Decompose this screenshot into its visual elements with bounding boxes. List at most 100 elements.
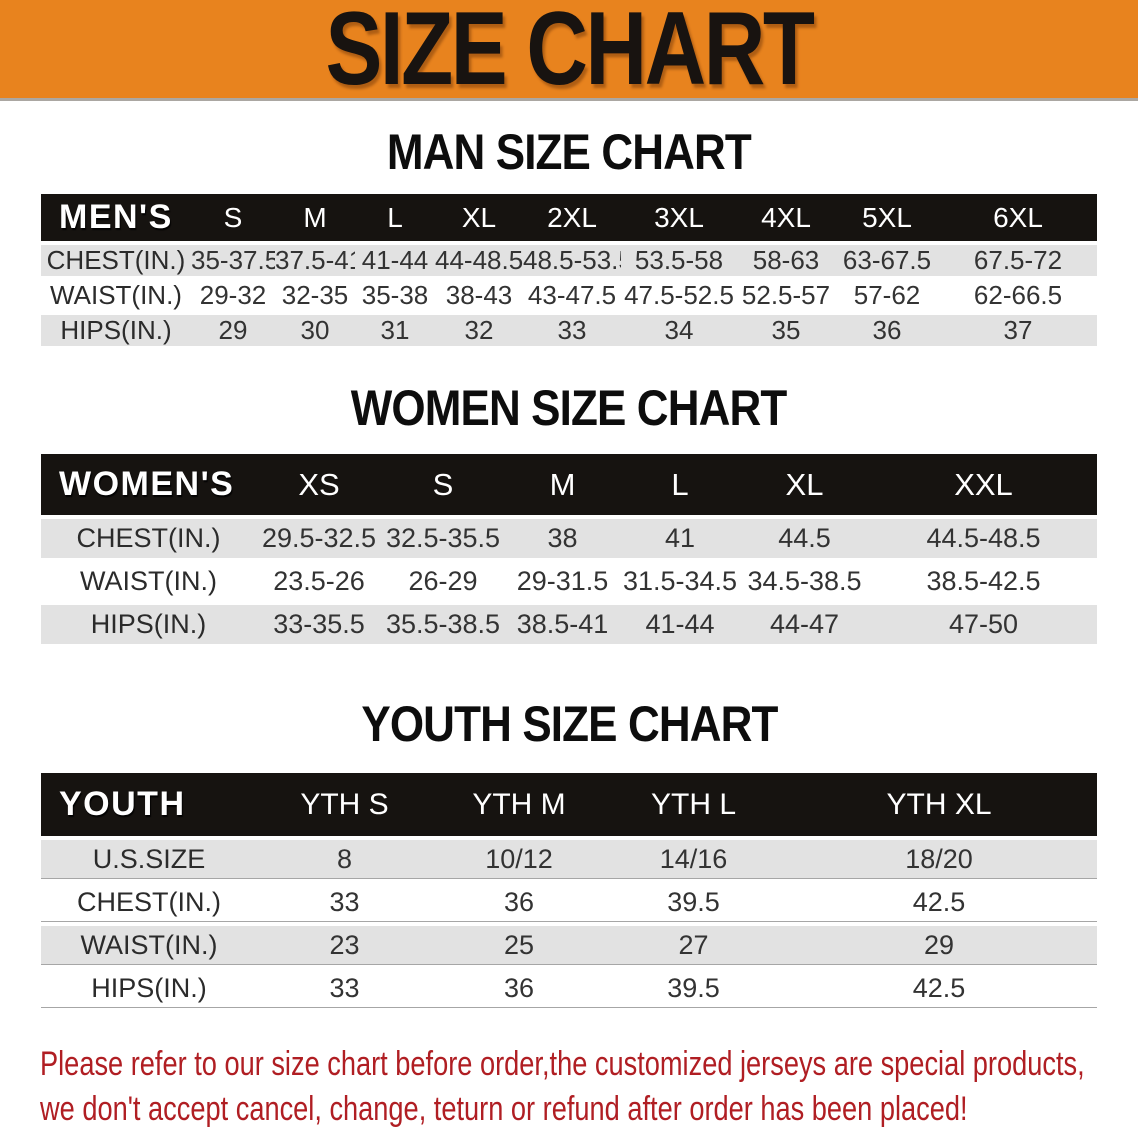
youth-size-table-container: YOUTH YTH S YTH M YTH L YTH XL U.S.SIZE 8 10/12… xyxy=(41,773,1097,1008)
women-size-value-cell: 35.5-38.5 xyxy=(382,601,504,644)
men-size-value-cell: 37.5-41 xyxy=(275,241,355,276)
men-size-column-header: 4XL xyxy=(737,194,835,241)
women-row-label: CHEST(IN.) xyxy=(41,515,256,558)
women-size-value-cell: 38.5-41 xyxy=(504,601,621,644)
women-size-value-cell: 41 xyxy=(621,515,739,558)
men-section-heading-text: MAN SIZE CHART xyxy=(386,124,752,180)
women-size-value-cell: 26-29 xyxy=(382,558,504,601)
women-size-column-header: L xyxy=(621,454,739,515)
men-size-value-cell: 33 xyxy=(523,311,621,346)
youth-size-value-cell: 29 xyxy=(781,922,1097,965)
men-size-value-cell: 62-66.5 xyxy=(939,276,1097,311)
men-size-column-header: 5XL xyxy=(835,194,939,241)
youth-row-label: U.S.SIZE xyxy=(41,836,257,879)
women-size-value-cell: 34.5-38.5 xyxy=(739,558,870,601)
women-size-value-cell: 38 xyxy=(504,515,621,558)
men-table-row: WAIST(IN.) 29-32 32-35 35-38 38-43 43-47.5 47.… xyxy=(41,276,1097,311)
women-size-column-header: XL xyxy=(739,454,870,515)
youth-size-column-header: YTH M xyxy=(432,773,606,836)
women-size-value-cell: 29-31.5 xyxy=(504,558,621,601)
women-size-value-cell: 32.5-35.5 xyxy=(382,515,504,558)
youth-size-value-cell: 33 xyxy=(257,879,432,922)
men-size-value-cell: 38-43 xyxy=(435,276,523,311)
women-table-row: WAIST(IN.) 23.5-26 26-29 29-31.5 31.5-34.5 34… xyxy=(41,558,1097,601)
women-size-value-cell: 29.5-32.5 xyxy=(256,515,382,558)
youth-row-label: HIPS(IN.) xyxy=(41,965,257,1008)
youth-header-row: YOUTH YTH S YTH M YTH L YTH XL xyxy=(41,773,1097,836)
women-size-value-cell: 41-44 xyxy=(621,601,739,644)
men-size-column-header: S xyxy=(191,194,275,241)
men-size-column-header: 2XL xyxy=(523,194,621,241)
men-size-value-cell: 29 xyxy=(191,311,275,346)
men-size-value-cell: 53.5-58 xyxy=(621,241,737,276)
women-size-table-container: WOMEN'S XS S M L XL XXL CHEST(IN.) 29.5-32.5 32.5… xyxy=(41,454,1097,644)
youth-table-row: WAIST(IN.) 23 25 27 29 xyxy=(41,922,1097,965)
men-size-table-container: MEN'S S M L XL 2XL 3XL 4XL 5XL 6XL CHEST(IN.) 35-37… xyxy=(41,194,1097,346)
men-table-row: HIPS(IN.) 29 30 31 32 33 34 35 36 37 xyxy=(41,311,1097,346)
women-size-column-header: XXL xyxy=(870,454,1097,515)
men-size-value-cell: 57-62 xyxy=(835,276,939,311)
men-size-value-cell: 31 xyxy=(355,311,435,346)
men-size-value-cell: 41-44 xyxy=(355,241,435,276)
disclaimer-line-1-text: Please refer to our size chart before or… xyxy=(40,1045,1085,1083)
women-table-row: CHEST(IN.) 29.5-32.5 32.5-35.5 38 41 44.5 44.5… xyxy=(41,515,1097,558)
youth-size-value-cell: 39.5 xyxy=(606,965,781,1008)
women-table-corner-label: WOMEN'S xyxy=(41,454,256,515)
men-size-value-cell: 48.5-53.5 xyxy=(523,241,621,276)
men-size-value-cell: 30 xyxy=(275,311,355,346)
women-size-column-header: M xyxy=(504,454,621,515)
women-size-value-cell: 38.5-42.5 xyxy=(870,558,1097,601)
women-header-row: WOMEN'S XS S M L XL XXL xyxy=(41,454,1097,515)
youth-size-column-header: YTH S xyxy=(257,773,432,836)
women-size-value-cell: 33-35.5 xyxy=(256,601,382,644)
youth-table-row: CHEST(IN.) 33 36 39.5 42.5 xyxy=(41,879,1097,922)
youth-size-value-cell: 25 xyxy=(432,922,606,965)
men-size-value-cell: 35 xyxy=(737,311,835,346)
youth-size-value-cell: 14/16 xyxy=(606,836,781,879)
men-size-column-header: M xyxy=(275,194,355,241)
youth-row-label: WAIST(IN.) xyxy=(41,922,257,965)
men-size-column-header: XL xyxy=(435,194,523,241)
disclaimer: Please refer to our size chart before or… xyxy=(40,1042,1138,1132)
men-size-value-cell: 36 xyxy=(835,311,939,346)
men-row-label: HIPS(IN.) xyxy=(41,311,191,346)
men-size-value-cell: 32-35 xyxy=(275,276,355,311)
men-size-value-cell: 47.5-52.5 xyxy=(621,276,737,311)
youth-size-table: YOUTH YTH S YTH M YTH L YTH XL U.S.SIZE 8 10/12… xyxy=(41,773,1097,1008)
youth-size-value-cell: 27 xyxy=(606,922,781,965)
youth-size-value-cell: 36 xyxy=(432,965,606,1008)
men-row-label: WAIST(IN.) xyxy=(41,276,191,311)
youth-size-value-cell: 42.5 xyxy=(781,965,1097,1008)
youth-size-value-cell: 23 xyxy=(257,922,432,965)
men-size-value-cell: 52.5-57 xyxy=(737,276,835,311)
women-size-column-header: XS xyxy=(256,454,382,515)
youth-size-value-cell: 8 xyxy=(257,836,432,879)
youth-size-value-cell: 36 xyxy=(432,879,606,922)
youth-section-heading: YOUTH SIZE CHART xyxy=(0,696,1138,752)
youth-size-value-cell: 18/20 xyxy=(781,836,1097,879)
men-table-corner-label: MEN'S xyxy=(41,194,191,241)
disclaimer-line-2-text: we don't accept cancel, change, teturn o… xyxy=(40,1090,968,1128)
men-size-value-cell: 63-67.5 xyxy=(835,241,939,276)
women-size-value-cell: 47-50 xyxy=(870,601,1097,644)
banner-title: SIZE CHART xyxy=(325,0,815,101)
youth-size-column-header: YTH L xyxy=(606,773,781,836)
youth-table-corner-label: YOUTH xyxy=(41,773,257,836)
men-size-value-cell: 29-32 xyxy=(191,276,275,311)
youth-size-value-cell: 33 xyxy=(257,965,432,1008)
men-size-value-cell: 35-37.5 xyxy=(191,241,275,276)
youth-section-heading-text: YOUTH SIZE CHART xyxy=(360,696,778,752)
men-size-value-cell: 35-38 xyxy=(355,276,435,311)
disclaimer-line-1: Please refer to our size chart before or… xyxy=(40,1042,1138,1087)
women-table-row: HIPS(IN.) 33-35.5 35.5-38.5 38.5-41 41-44 44-… xyxy=(41,601,1097,644)
youth-size-column-header: YTH XL xyxy=(781,773,1097,836)
men-size-value-cell: 43-47.5 xyxy=(523,276,621,311)
women-size-value-cell: 44-47 xyxy=(739,601,870,644)
youth-table-row: HIPS(IN.) 33 36 39.5 42.5 xyxy=(41,965,1097,1008)
youth-size-value-cell: 10/12 xyxy=(432,836,606,879)
men-row-label: CHEST(IN.) xyxy=(41,241,191,276)
women-row-label: WAIST(IN.) xyxy=(41,558,256,601)
men-size-table: MEN'S S M L XL 2XL 3XL 4XL 5XL 6XL CHEST(IN.) 35-37… xyxy=(41,194,1097,346)
men-table-row: CHEST(IN.) 35-37.5 37.5-41 41-44 44-48.5 48.5… xyxy=(41,241,1097,276)
women-size-column-header: S xyxy=(382,454,504,515)
